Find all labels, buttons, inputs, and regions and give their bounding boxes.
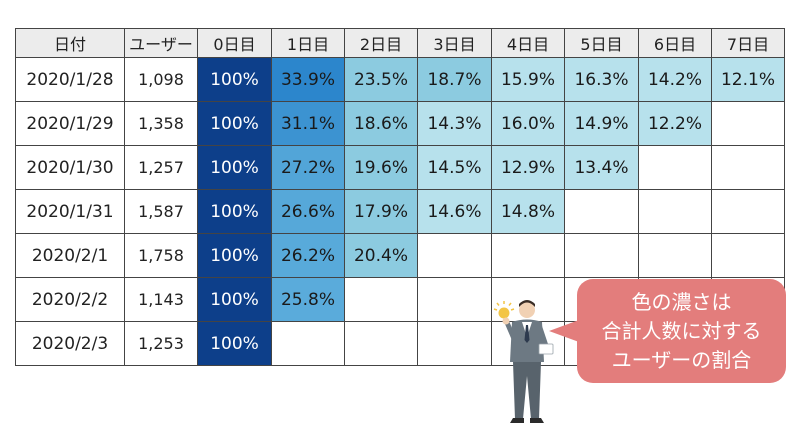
table-body: 2020/1/28 1,098 100% 33.9% 23.5% 18.7% 15.9% 16…	[15, 57, 785, 366]
empty-cell	[417, 277, 492, 322]
retention-cell-day-2: 19.6%	[344, 145, 418, 190]
retention-cell-day-1: 26.6%	[271, 189, 345, 234]
table-row: 2020/1/28 1,098 100% 33.9% 23.5% 18.7% 15.9% 16…	[15, 57, 785, 102]
empty-cell	[638, 145, 712, 190]
retention-cell-day-5: 16.3%	[564, 57, 639, 102]
table-row: 2020/2/1 1,758 100% 26.2% 20.4%	[15, 233, 785, 278]
table-row: 2020/1/29 1,358 100% 31.1% 18.6% 14.3% 16.0% 14…	[15, 101, 785, 146]
empty-cell	[491, 233, 565, 278]
empty-cell	[417, 233, 492, 278]
cohort-date-cell: 2020/2/3	[15, 321, 125, 366]
cohort-retention-table: 日付 ユーザー 0日目 1日目 2日目 3日目 4日目 5日目 6日目 7日目 …	[15, 28, 785, 366]
retention-cell-day-4: 16.0%	[491, 101, 565, 146]
cohort-users-cell: 1,253	[124, 321, 198, 366]
empty-cell	[564, 233, 639, 278]
header-day-3: 3日目	[417, 28, 492, 58]
empty-cell	[564, 189, 639, 234]
retention-cell-day-3: 14.6%	[417, 189, 492, 234]
header-day-1: 1日目	[271, 28, 345, 58]
cohort-users-cell: 1,143	[124, 277, 198, 322]
empty-cell	[417, 321, 492, 366]
retention-cell-day-0: 100%	[197, 233, 272, 278]
retention-cell-day-0: 100%	[197, 57, 272, 102]
retention-cell-day-6: 12.2%	[638, 101, 712, 146]
table-row: 2020/1/30 1,257 100% 27.2% 19.6% 14.5% 12.9% 13…	[15, 145, 785, 190]
header-day-5: 5日目	[564, 28, 639, 58]
retention-cell-day-5: 13.4%	[564, 145, 639, 190]
retention-cell-day-1: 31.1%	[271, 101, 345, 146]
retention-cell-day-3: 14.3%	[417, 101, 492, 146]
cohort-users-cell: 1,257	[124, 145, 198, 190]
cohort-date-cell: 2020/1/31	[15, 189, 125, 234]
header-day-4: 4日目	[491, 28, 565, 58]
callout-line-2: 合計人数に対する	[601, 318, 762, 343]
header-day-2: 2日目	[344, 28, 418, 58]
cohort-date-cell: 2020/2/2	[15, 277, 125, 322]
retention-cell-day-4: 15.9%	[491, 57, 565, 102]
header-day-7: 7日目	[711, 28, 785, 58]
empty-cell	[711, 233, 785, 278]
empty-cell	[638, 233, 712, 278]
header-row: 日付 ユーザー 0日目 1日目 2日目 3日目 4日目 5日目 6日目 7日目	[15, 28, 785, 58]
retention-cell-day-0: 100%	[197, 189, 272, 234]
presenter-illustration	[493, 300, 554, 423]
header-day-0: 0日目	[197, 28, 272, 58]
cohort-users-cell: 1,098	[124, 57, 198, 102]
color-legend-callout: 色の濃さは 合計人数に対する ユーザーの割合	[577, 279, 786, 383]
retention-cell-day-7: 12.1%	[711, 57, 785, 102]
empty-cell	[711, 101, 785, 146]
header-users: ユーザー	[124, 28, 198, 58]
cohort-users-cell: 1,358	[124, 101, 198, 146]
callout-tail	[549, 320, 579, 342]
retention-cell-day-1: 33.9%	[271, 57, 345, 102]
cohort-users-cell: 1,758	[124, 233, 198, 278]
header-date: 日付	[15, 28, 125, 58]
cohort-date-cell: 2020/2/1	[15, 233, 125, 278]
empty-cell	[344, 277, 418, 322]
header-day-6: 6日目	[638, 28, 712, 58]
retention-cell-day-2: 20.4%	[344, 233, 418, 278]
retention-cell-day-4: 14.8%	[491, 189, 565, 234]
retention-cell-day-2: 23.5%	[344, 57, 418, 102]
retention-cell-day-5: 14.9%	[564, 101, 639, 146]
retention-cell-day-1: 26.2%	[271, 233, 345, 278]
empty-cell	[711, 145, 785, 190]
retention-cell-day-0: 100%	[197, 321, 272, 366]
empty-cell	[344, 321, 418, 366]
lightbulb-icon	[493, 301, 515, 319]
retention-cell-day-0: 100%	[197, 101, 272, 146]
retention-cell-day-2: 17.9%	[344, 189, 418, 234]
empty-cell	[711, 189, 785, 234]
cohort-users-cell: 1,587	[124, 189, 198, 234]
callout-line-3: ユーザーの割合	[611, 347, 752, 372]
callout-line-1: 色の濃さは	[631, 289, 732, 314]
retention-cell-day-3: 14.5%	[417, 145, 492, 190]
empty-cell	[271, 321, 345, 366]
cohort-date-cell: 2020/1/28	[15, 57, 125, 102]
retention-cell-day-1: 27.2%	[271, 145, 345, 190]
cohort-date-cell: 2020/1/30	[15, 145, 125, 190]
retention-cell-day-0: 100%	[197, 277, 272, 322]
cohort-date-cell: 2020/1/29	[15, 101, 125, 146]
retention-cell-day-2: 18.6%	[344, 101, 418, 146]
retention-cell-day-4: 12.9%	[491, 145, 565, 190]
retention-cell-day-1: 25.8%	[271, 277, 345, 322]
retention-cell-day-6: 14.2%	[638, 57, 712, 102]
retention-cell-day-3: 18.7%	[417, 57, 492, 102]
empty-cell	[638, 189, 712, 234]
table-row: 2020/1/31 1,587 100% 26.6% 17.9% 14.6% 14.8%	[15, 189, 785, 234]
retention-cell-day-0: 100%	[197, 145, 272, 190]
